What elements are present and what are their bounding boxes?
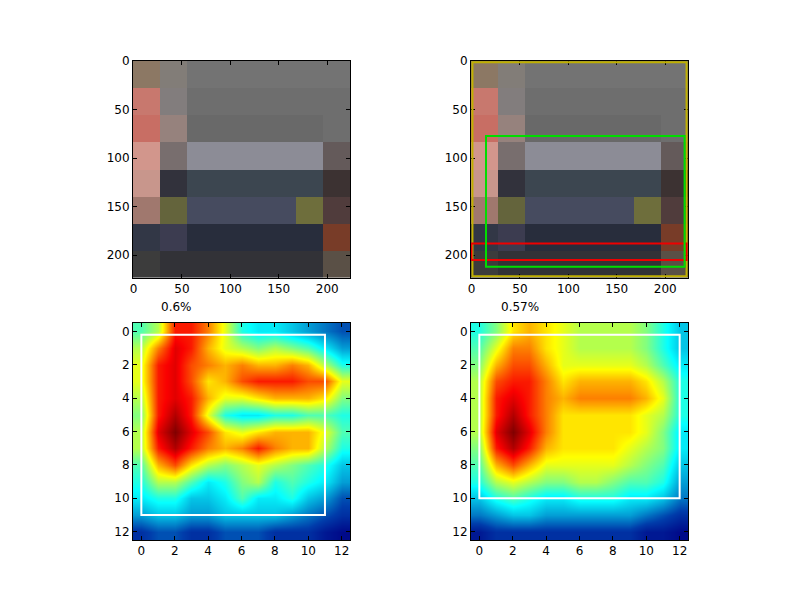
svg-text:0: 0 [468,282,476,296]
svg-text:6: 6 [576,544,584,558]
svg-text:2: 2 [122,358,130,372]
svg-text:2: 2 [509,544,517,558]
svg-text:4: 4 [542,544,550,558]
svg-text:4: 4 [460,391,468,405]
svg-text:200: 200 [654,282,677,296]
svg-text:6: 6 [122,425,130,439]
svg-text:10: 10 [639,544,654,558]
svg-text:50: 50 [174,282,189,296]
svg-text:100: 100 [557,282,580,296]
svg-text:50: 50 [452,103,467,117]
svg-text:6: 6 [238,544,246,558]
svg-text:0: 0 [460,325,468,339]
svg-text:100: 100 [107,151,130,165]
svg-text:0.57%: 0.57% [501,300,539,314]
svg-text:8: 8 [609,544,617,558]
svg-text:10: 10 [301,544,316,558]
svg-text:8: 8 [122,458,130,472]
svg-text:0: 0 [138,544,146,558]
svg-text:12: 12 [114,525,129,539]
svg-text:0.6%: 0.6% [161,300,192,314]
svg-text:150: 150 [107,200,130,214]
svg-text:4: 4 [122,391,130,405]
svg-text:12: 12 [452,525,467,539]
svg-text:2: 2 [171,544,179,558]
svg-text:12: 12 [334,544,349,558]
svg-text:200: 200 [316,282,339,296]
svg-text:0: 0 [122,325,130,339]
svg-text:100: 100 [445,151,468,165]
svg-text:100: 100 [219,282,242,296]
svg-text:6: 6 [460,425,468,439]
svg-text:150: 150 [267,282,290,296]
svg-text:50: 50 [114,103,129,117]
svg-text:0: 0 [130,282,138,296]
svg-text:2: 2 [460,358,468,372]
svg-text:150: 150 [445,200,468,214]
svg-text:150: 150 [605,282,628,296]
svg-text:200: 200 [107,248,130,262]
svg-text:4: 4 [204,544,212,558]
svg-text:0: 0 [122,54,130,68]
svg-text:50: 50 [512,282,527,296]
svg-text:0: 0 [476,544,484,558]
svg-text:8: 8 [460,458,468,472]
svg-text:200: 200 [445,248,468,262]
svg-text:10: 10 [114,491,129,505]
svg-text:10: 10 [452,491,467,505]
svg-text:0: 0 [460,54,468,68]
svg-text:12: 12 [672,544,687,558]
svg-text:8: 8 [271,544,279,558]
